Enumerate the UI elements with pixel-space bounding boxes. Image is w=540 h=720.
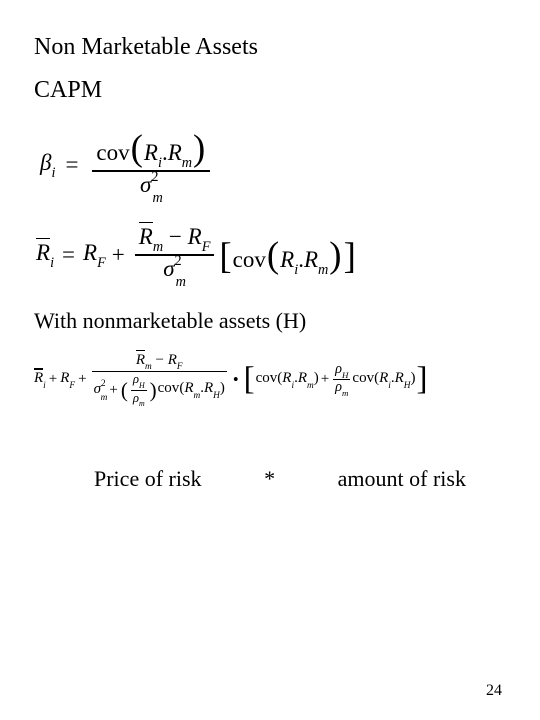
page-number: 24 <box>486 682 502 700</box>
equation-nonmarketable: Ri + RF + Rm − RF σ2m + ( ρH ρm ) cov(Rm… <box>34 352 506 408</box>
footer-right: amount of risk <box>338 466 466 492</box>
equation-capm: Ri = RF + Rm − RF σ2m [ cov(Ri.Rm) ] <box>34 224 506 286</box>
footer-line: Price of risk * amount of risk <box>34 466 506 492</box>
page-subtitle: CAPM <box>34 77 506 104</box>
equation-beta: βi = cov(Ri.Rm) σ2m <box>34 128 506 202</box>
page-title: Non Marketable Assets <box>34 34 506 61</box>
footer-left: Price of risk <box>94 466 202 492</box>
footer-mid: * <box>264 466 275 492</box>
section-heading: With nonmarketable assets (H) <box>34 308 506 334</box>
